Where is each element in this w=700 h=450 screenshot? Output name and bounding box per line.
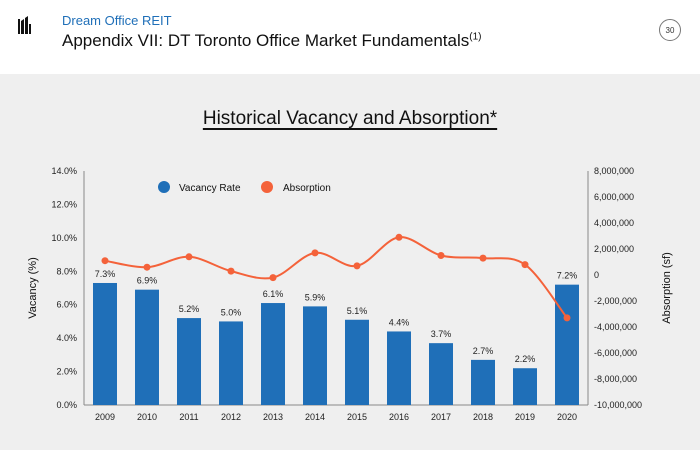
left-tick-label: 4.0% [56, 333, 77, 343]
vacancy-bar [135, 289, 159, 405]
chart-title: Historical Vacancy and Absorption* [202, 108, 498, 129]
right-tick-label: -2,000,000 [594, 296, 637, 306]
vacancy-data-label: 5.9% [305, 292, 326, 302]
vacancy-data-label: 5.0% [221, 307, 242, 317]
absorption-point [143, 263, 151, 271]
vacancy-data-label: 7.3% [95, 269, 116, 279]
x-tick-label: 2014 [305, 412, 325, 422]
x-tick-label: 2013 [263, 412, 283, 422]
vacancy-bar [555, 284, 579, 405]
right-tick-label: -10,000,000 [594, 400, 642, 410]
x-tick-label: 2016 [389, 412, 409, 422]
vacancy-bar [93, 282, 117, 405]
vacancy-data-label: 2.7% [473, 346, 494, 356]
vacancy-data-label: 5.2% [179, 304, 200, 314]
x-tick-label: 2020 [557, 412, 577, 422]
absorption-point [353, 262, 361, 270]
vacancy-bar [303, 306, 327, 405]
title-footnote: (1) [469, 31, 482, 43]
left-tick-label: 10.0% [51, 233, 77, 243]
vacancy-bar [471, 359, 495, 405]
vacancy-bar [219, 321, 243, 405]
legend-absorption-label: Absorption [283, 183, 331, 194]
vacancy-bar [345, 319, 369, 405]
right-tick-label: -4,000,000 [594, 322, 637, 332]
page-title: Appendix VII: DT Toronto Office Market F… [62, 31, 482, 51]
absorption-point [311, 249, 319, 257]
absorption-point [437, 252, 445, 259]
x-tick-label: 2018 [473, 412, 493, 422]
absorption-point [227, 267, 235, 275]
vacancy-data-label: 6.1% [263, 289, 284, 299]
right-tick-label: 4,000,000 [594, 218, 634, 228]
right-tick-label: 2,000,000 [594, 244, 634, 254]
legend-vacancy-label: Vacancy Rate [179, 183, 241, 194]
y2-axis-label: Absorption (sf) [661, 252, 673, 324]
left-tick-label: 8.0% [56, 266, 77, 276]
absorption-point [101, 257, 109, 265]
company-name: Dream Office REIT [62, 13, 172, 28]
vacancy-bar [429, 343, 453, 405]
x-tick-label: 2012 [221, 412, 241, 422]
right-tick-label: 8,000,000 [594, 166, 634, 176]
legend-vacancy-marker [158, 181, 170, 193]
vacancy-bar [513, 368, 537, 405]
vacancy-bar [261, 303, 285, 405]
absorption-point [185, 253, 193, 261]
x-tick-label: 2010 [137, 412, 157, 422]
page-title-text: Appendix VII: DT Toronto Office Market F… [62, 31, 470, 50]
header: Dream Office REIT Appendix VII: DT Toron… [0, 0, 700, 74]
legend-absorption-marker [261, 181, 273, 193]
y-axis-label: Vacancy (%) [27, 257, 39, 319]
x-tick-label: 2009 [95, 412, 115, 422]
dream-logo-icon [18, 16, 31, 34]
absorption-point [521, 261, 529, 269]
page-number-badge: 30 [659, 19, 681, 41]
vacancy-bar [387, 331, 411, 405]
left-tick-label: 2.0% [56, 367, 77, 377]
vacancy-data-label: 2.2% [515, 354, 536, 364]
right-tick-label: -8,000,000 [594, 374, 637, 384]
absorption-point [395, 233, 403, 241]
vacancy-data-label: 7.2% [557, 271, 578, 281]
absorption-line [104, 236, 568, 319]
vacancy-data-label: 4.4% [389, 317, 410, 327]
vacancy-bar [177, 318, 201, 405]
vacancy-data-label: 5.1% [347, 306, 368, 316]
x-tick-label: 2019 [515, 412, 535, 422]
right-tick-label: 6,000,000 [594, 192, 634, 202]
right-tick-label: 0 [594, 270, 599, 280]
absorption-point [479, 254, 487, 262]
left-tick-label: 0.0% [56, 400, 77, 410]
left-tick-label: 6.0% [56, 300, 77, 310]
vacancy-data-label: 3.7% [431, 329, 452, 339]
absorption-point [563, 314, 571, 322]
vacancy-data-label: 6.9% [137, 276, 158, 286]
left-tick-label: 12.0% [51, 199, 77, 209]
x-tick-label: 2015 [347, 412, 367, 422]
right-tick-label: -6,000,000 [594, 348, 637, 358]
x-tick-label: 2011 [179, 412, 198, 422]
x-tick-label: 2017 [431, 412, 451, 422]
left-tick-label: 14.0% [51, 166, 77, 176]
absorption-point [269, 274, 277, 282]
